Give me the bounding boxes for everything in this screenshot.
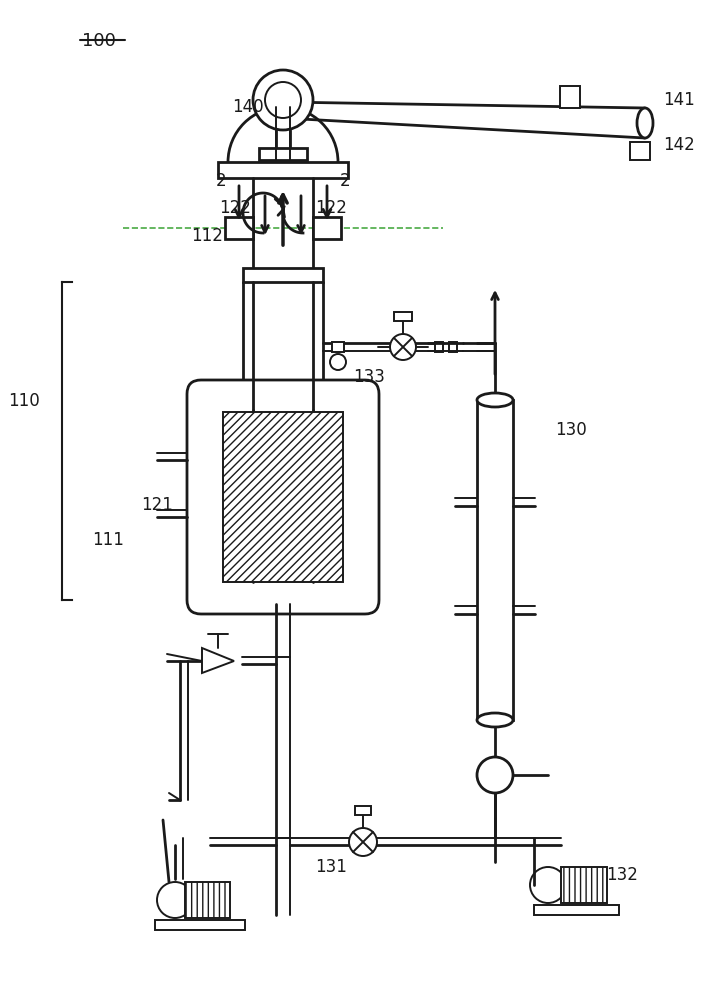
Bar — [394, 312, 412, 321]
Bar — [155, 920, 245, 930]
Circle shape — [477, 757, 513, 793]
Circle shape — [349, 828, 377, 856]
FancyBboxPatch shape — [187, 380, 379, 614]
Circle shape — [330, 354, 346, 370]
Bar — [259, 148, 307, 160]
Polygon shape — [202, 648, 234, 673]
Text: 2: 2 — [340, 172, 351, 190]
Ellipse shape — [477, 713, 513, 727]
Text: 2: 2 — [216, 172, 226, 190]
Text: 141: 141 — [663, 91, 695, 109]
Bar — [223, 412, 343, 582]
Bar — [313, 217, 341, 239]
Bar — [355, 806, 371, 815]
Text: 142: 142 — [663, 136, 695, 154]
Bar — [243, 268, 323, 282]
Circle shape — [530, 867, 566, 903]
Text: 122: 122 — [219, 199, 251, 217]
Bar — [225, 217, 253, 239]
Text: 110: 110 — [9, 392, 40, 410]
Text: 132: 132 — [606, 866, 638, 884]
Text: 112: 112 — [191, 227, 223, 245]
Bar — [560, 86, 580, 108]
Bar — [185, 882, 230, 918]
Text: 130: 130 — [555, 421, 587, 439]
Text: 131: 131 — [315, 858, 347, 876]
Bar — [561, 867, 607, 903]
Text: 122: 122 — [315, 199, 347, 217]
Bar — [435, 342, 443, 352]
Ellipse shape — [637, 108, 653, 138]
Bar — [534, 905, 619, 915]
Text: 111: 111 — [92, 531, 124, 549]
Bar — [332, 342, 344, 352]
Bar — [630, 142, 650, 160]
Circle shape — [390, 334, 416, 360]
Bar — [477, 400, 513, 720]
Text: 133: 133 — [353, 368, 385, 386]
Circle shape — [265, 82, 301, 118]
Circle shape — [253, 70, 313, 130]
Circle shape — [157, 882, 193, 918]
Text: 100: 100 — [82, 32, 116, 50]
Bar — [449, 342, 457, 352]
Ellipse shape — [477, 393, 513, 407]
Text: 121: 121 — [141, 496, 173, 514]
Bar — [218, 162, 348, 178]
Text: 140: 140 — [232, 98, 263, 116]
